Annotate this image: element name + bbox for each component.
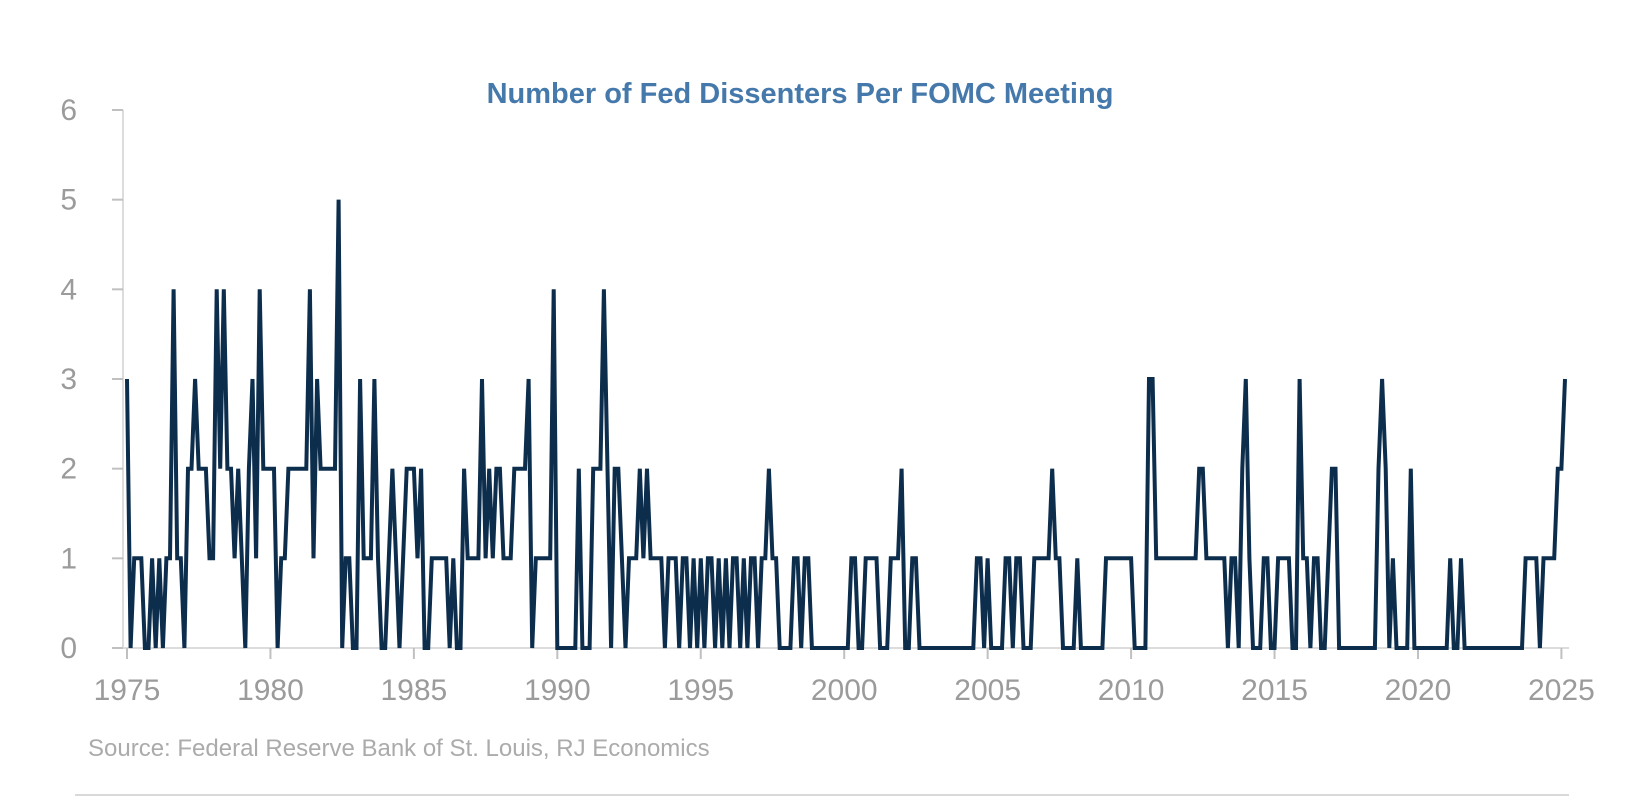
y-tick-label: 6 — [60, 94, 77, 127]
axes: 0 1 2 3 4 5 6 1975 1980 1985 1990 1995 2000 2005 2010 2… — [60, 94, 1594, 707]
y-tick-label: 4 — [60, 273, 77, 306]
y-tick-label: 5 — [60, 184, 77, 217]
y-tick-label: 0 — [60, 632, 77, 665]
chart-title: Number of Fed Dissenters Per FOMC Meetin… — [487, 78, 1114, 110]
plot-area — [125, 199, 1567, 650]
y-tick-label: 3 — [60, 363, 77, 396]
x-tick-label: 2015 — [1241, 674, 1308, 707]
dissenters-line — [125, 199, 1567, 650]
x-tick-label: 2010 — [1098, 674, 1165, 707]
x-tick-label: 1975 — [94, 674, 161, 707]
x-tick-label: 1995 — [667, 674, 734, 707]
x-tick-label: 1980 — [237, 674, 304, 707]
x-tick-label: 2000 — [811, 674, 878, 707]
x-tick-label: 2020 — [1385, 674, 1452, 707]
x-tick-label: 1990 — [524, 674, 591, 707]
x-tick-label: 2005 — [954, 674, 1021, 707]
y-tick-label: 2 — [60, 453, 77, 486]
source-note: Source: Federal Reserve Bank of St. Loui… — [88, 735, 710, 762]
x-tick-label: 1985 — [381, 674, 448, 707]
x-tick-label: 2025 — [1528, 674, 1595, 707]
y-tick-label: 1 — [60, 542, 77, 575]
